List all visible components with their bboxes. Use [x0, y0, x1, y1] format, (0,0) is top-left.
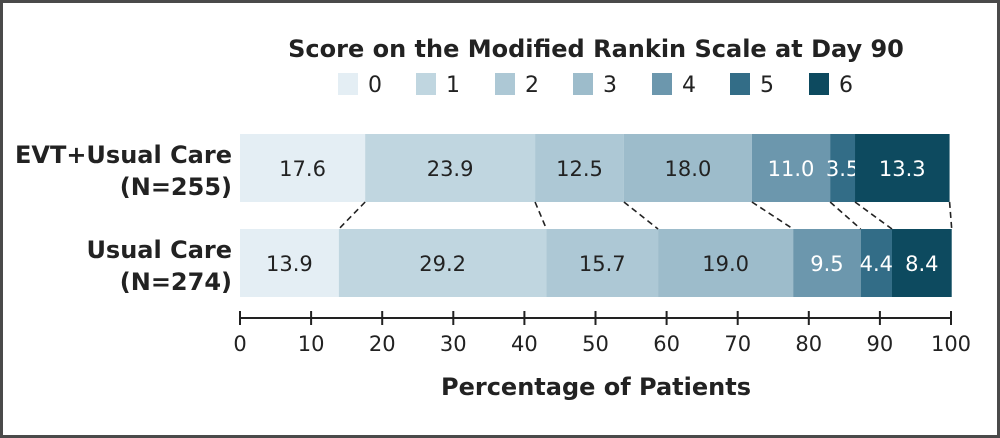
data-label-g0-score-6: 13.3: [879, 157, 926, 181]
data-label-g0-score-0: 17.6: [279, 157, 326, 181]
bar-segment-g0-score-5: [830, 134, 856, 202]
legend-label-4: 4: [682, 73, 696, 98]
legend: 0 1 2 3 4 5 6: [338, 73, 853, 98]
legend-swatch-0: [338, 73, 358, 95]
bar-segment-g1-score-6: [891, 229, 952, 297]
data-label-g1-score-5: 4.4: [860, 252, 893, 276]
group-labels: EVT+Usual Care (N=255) Usual Care (N=274): [15, 141, 232, 296]
legend-label-0: 0: [368, 73, 382, 98]
x-tick-label-60: 60: [653, 332, 680, 356]
group-label-g1: Usual Care: [86, 236, 232, 264]
bar-segment-g0-score-2: [535, 134, 624, 202]
connector-line-1: [338, 201, 366, 230]
connector-line-5: [829, 201, 862, 230]
x-axis: 0 10 20 30 40 50 60 70 80 90 100: [233, 311, 971, 356]
data-label-g0-score-5: 3.5: [826, 157, 859, 181]
connector-line-4: [751, 201, 794, 230]
legend-swatch-6: [809, 73, 829, 95]
x-tick-label-70: 70: [724, 332, 751, 356]
legend-title: Score on the Modified Rankin Scale at Da…: [288, 35, 904, 63]
x-tick-label-80: 80: [795, 332, 822, 356]
data-label-g1-score-6: 8.4: [905, 252, 938, 276]
connector-lines: [338, 201, 953, 230]
x-tick-label-50: 50: [582, 332, 609, 356]
x-tick-label-20: 20: [369, 332, 396, 356]
legend-swatch-1: [416, 73, 436, 95]
data-label-g1-score-2: 15.7: [579, 252, 626, 276]
legend-label-3: 3: [603, 73, 617, 98]
data-label-g0-score-3: 18.0: [665, 157, 712, 181]
connector-line-3: [623, 201, 659, 230]
legend-swatch-3: [573, 73, 593, 95]
x-tick-label-10: 10: [298, 332, 325, 356]
data-label-g0-score-1: 23.9: [427, 157, 474, 181]
data-label-g0-score-4: 11.0: [768, 157, 815, 181]
x-tick-label-90: 90: [867, 332, 894, 356]
x-tick-label-40: 40: [511, 332, 538, 356]
legend-label-6: 6: [839, 73, 853, 98]
bars-area: 17.6 23.9 12.5 18.0 11.0 3.5 13.3 13.9 29.2 15.7 1…: [240, 134, 952, 297]
bar-segment-g0-score-6: [855, 134, 950, 202]
x-axis-label: Percentage of Patients: [441, 373, 751, 401]
legend-swatch-4: [652, 73, 672, 95]
group-n-label-g1: (N=274): [120, 268, 232, 296]
connector-line-2: [534, 201, 548, 230]
bar-segment-g1-score-1: [338, 229, 547, 297]
group-label-g0: EVT+Usual Care: [15, 141, 232, 169]
bar-segment-g1-score-4: [793, 229, 861, 297]
group-n-label-g0: (N=255): [120, 173, 232, 201]
x-tick-label-100: 100: [931, 332, 971, 356]
data-label-g0-score-2: 12.5: [556, 157, 603, 181]
bar-segment-g0-score-0: [240, 134, 366, 202]
legend-swatch-5: [730, 73, 750, 95]
x-tick-label-30: 30: [440, 332, 467, 356]
bar-segment-g0-score-1: [365, 134, 536, 202]
bar-segment-g1-score-2: [546, 229, 659, 297]
legend-swatch-2: [495, 73, 515, 95]
connector-line-6: [854, 201, 893, 230]
bar-segment-g0-score-3: [623, 134, 752, 202]
bar-segment-g1-score-3: [658, 229, 794, 297]
connector-line-7: [948, 201, 953, 230]
legend-label-5: 5: [760, 73, 774, 98]
legend-label-1: 1: [446, 73, 460, 98]
data-label-g1-score-1: 29.2: [419, 252, 466, 276]
bar-segment-g1-score-0: [240, 229, 339, 297]
legend-label-2: 2: [525, 73, 539, 98]
data-label-g1-score-0: 13.9: [266, 252, 313, 276]
data-label-g1-score-3: 19.0: [702, 252, 749, 276]
bar-segment-g0-score-4: [751, 134, 831, 202]
bar-segment-g1-score-5: [860, 229, 892, 297]
data-label-g1-score-4: 9.5: [810, 252, 843, 276]
x-tick-label-0: 0: [233, 332, 246, 356]
